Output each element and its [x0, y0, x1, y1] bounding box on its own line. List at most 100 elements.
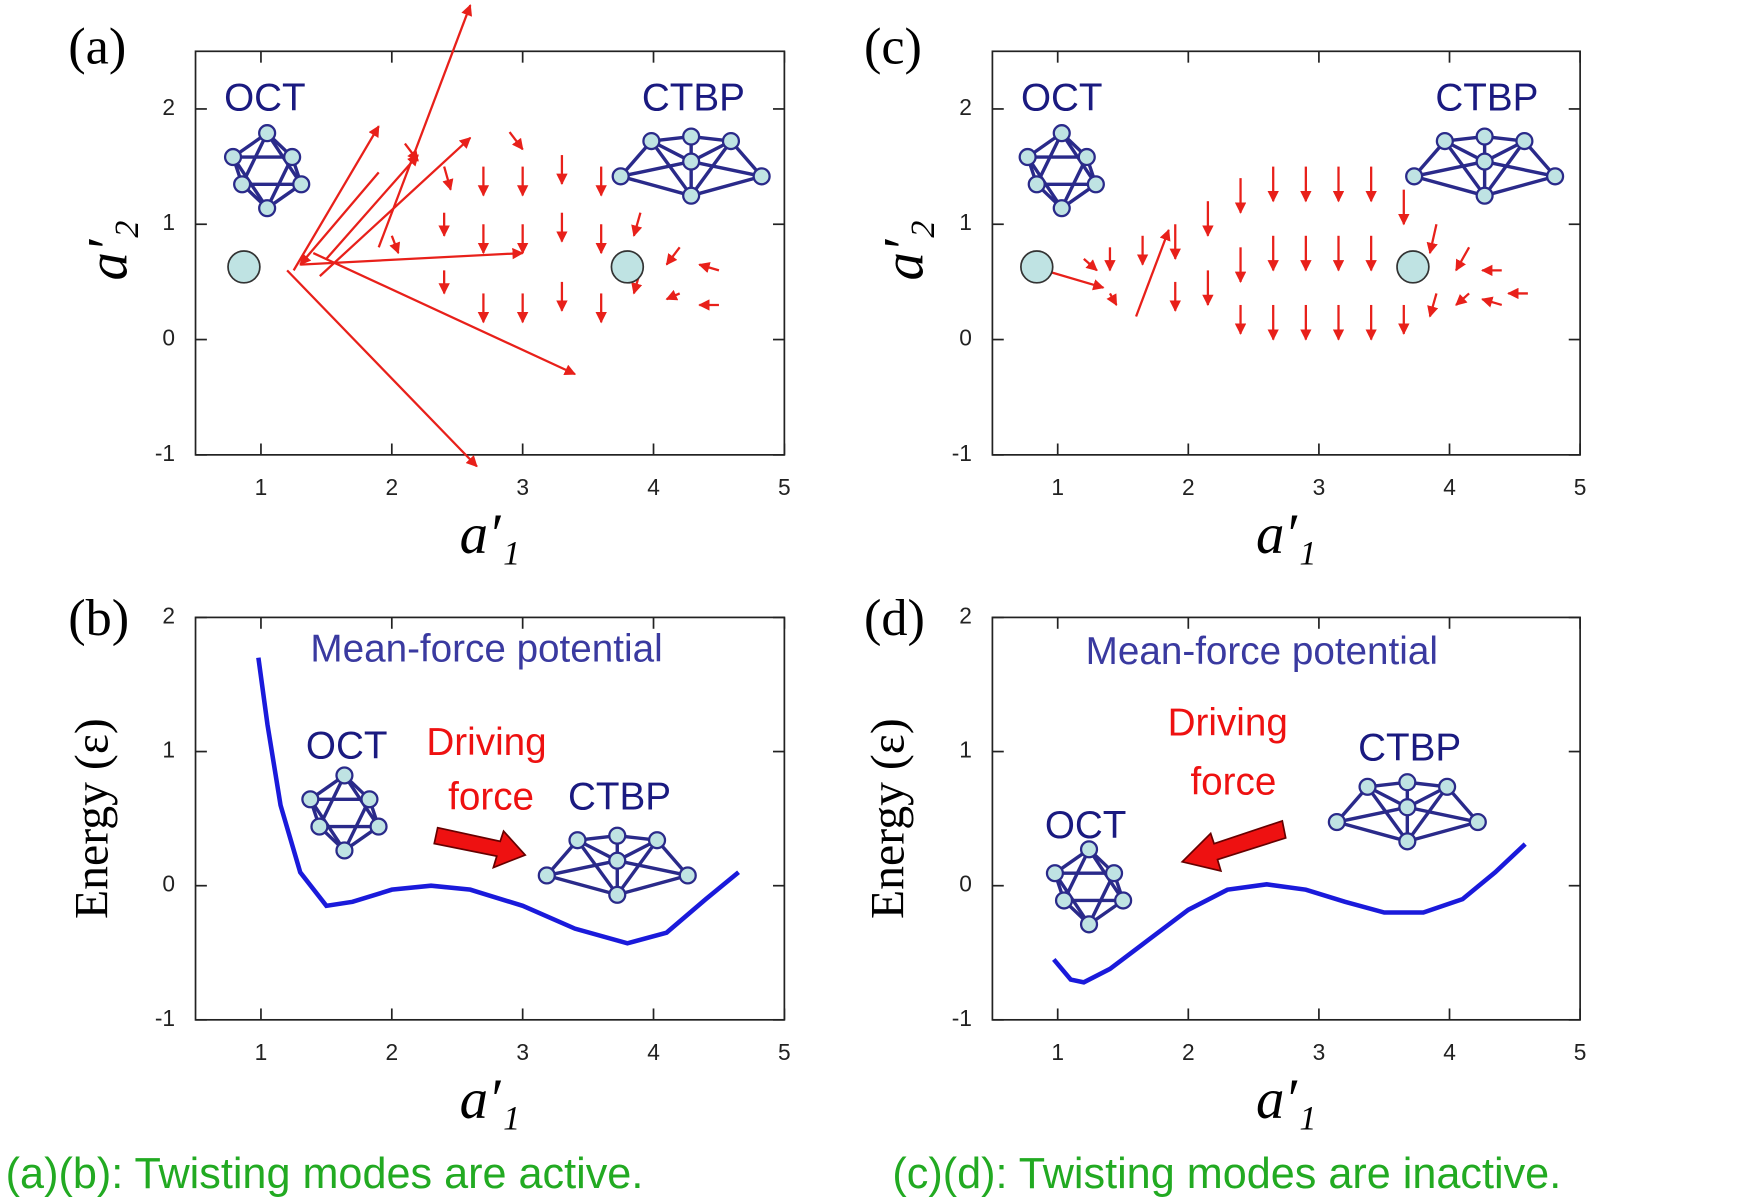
- bond: [1484, 174, 1556, 198]
- bond: [616, 859, 689, 878]
- y-tick-label: -1: [952, 1005, 972, 1031]
- atom: [642, 132, 661, 151]
- vector-arrow: [665, 289, 681, 301]
- atom: [608, 885, 627, 904]
- panel-label: (c): [864, 17, 922, 75]
- y-tick-label: 0: [162, 325, 175, 351]
- atom: [608, 851, 627, 870]
- y-axis-label: Energy (ε): [66, 718, 119, 919]
- y-tick-label: 1: [162, 209, 175, 235]
- annotation: OCT: [224, 76, 306, 119]
- panel-label: (d): [864, 589, 925, 647]
- vector-arrow: [312, 252, 577, 376]
- structure-icon: [1045, 840, 1133, 934]
- annotation: CTBP: [1358, 727, 1461, 770]
- atom: [292, 175, 311, 194]
- atom: [301, 790, 320, 809]
- x-tick-label: 2: [385, 1039, 398, 1065]
- atom: [335, 766, 354, 785]
- x-tick-label: 1: [1051, 474, 1064, 500]
- structure-icon: [1405, 127, 1565, 205]
- bond: [1406, 820, 1479, 844]
- x-tick-label: 5: [1574, 474, 1587, 500]
- vector-arrow: [1135, 228, 1171, 317]
- atom: [1358, 777, 1377, 796]
- bond: [1366, 785, 1409, 843]
- vector-arrow: [1481, 296, 1503, 308]
- structure-icon: [223, 124, 311, 218]
- structure-icon: [301, 766, 388, 860]
- vector-arrow: [665, 246, 681, 266]
- atom: [1398, 798, 1417, 817]
- x-tick-label: 5: [778, 474, 791, 500]
- vector-arrow: [698, 262, 720, 273]
- y-tick-label: 0: [162, 871, 175, 897]
- y-axis-label: a′₂: [872, 220, 935, 281]
- atom: [1045, 864, 1065, 883]
- atom: [568, 831, 587, 850]
- atom: [1079, 840, 1099, 859]
- structure-icon: [537, 826, 697, 904]
- y-tick-label: 2: [162, 94, 175, 120]
- atom: [1398, 832, 1417, 851]
- y-tick-label: 2: [959, 94, 972, 120]
- atom: [223, 147, 243, 167]
- atom: [369, 817, 388, 836]
- atom: [283, 147, 302, 167]
- y-tick-label: -1: [155, 1005, 175, 1031]
- vector-arrow: [1455, 246, 1471, 272]
- x-tick-label: 5: [1574, 1039, 1587, 1065]
- state-marker: [610, 250, 645, 284]
- x-tick-label: 1: [255, 474, 268, 500]
- annotation: Driving: [426, 721, 546, 764]
- x-tick-label: 3: [1313, 474, 1326, 500]
- bond: [690, 159, 762, 179]
- bond: [576, 839, 619, 896]
- vector-arrow: [1044, 269, 1105, 291]
- y-tick-label: 2: [162, 602, 175, 628]
- panel-label: (b): [68, 589, 129, 647]
- bond: [1336, 820, 1408, 844]
- vector-arrow: [631, 212, 643, 237]
- bond: [546, 873, 618, 897]
- vector-arrow: [286, 269, 478, 468]
- vector-arrow: [300, 247, 524, 266]
- bond: [1413, 159, 1485, 179]
- x-tick-label: 2: [385, 474, 398, 500]
- atom: [678, 866, 697, 885]
- plot-frame: [194, 50, 786, 456]
- annotation: CTBP: [568, 776, 671, 819]
- bond: [620, 174, 692, 198]
- bond: [616, 873, 689, 897]
- vector-arrow: [1455, 292, 1470, 306]
- driving-arrow: [433, 826, 527, 869]
- atom: [335, 841, 354, 860]
- energy-curve: [256, 657, 741, 946]
- atom: [1027, 175, 1046, 194]
- vector-arrow: [377, 4, 473, 248]
- x-tick-label: 2: [1182, 1039, 1195, 1065]
- y-tick-label: 0: [959, 871, 972, 897]
- bond: [1413, 174, 1486, 198]
- panel-label: (a): [68, 17, 126, 75]
- atom: [752, 167, 771, 186]
- atom: [1077, 147, 1096, 167]
- atom: [1018, 147, 1037, 167]
- y-tick-label: 1: [959, 737, 972, 763]
- bond: [689, 140, 733, 197]
- atom: [647, 831, 667, 850]
- atom: [682, 127, 701, 146]
- vector-arrow: [389, 235, 401, 255]
- vector-arrow: [1427, 293, 1439, 318]
- structure-icon: [1018, 124, 1105, 218]
- bond: [649, 140, 693, 197]
- bond: [1062, 848, 1091, 902]
- atom: [1052, 124, 1071, 143]
- x-tick-label: 5: [778, 1039, 791, 1065]
- vector-arrow: [442, 166, 454, 191]
- plot-frame: [991, 50, 1581, 456]
- bond: [240, 132, 269, 186]
- atom: [1515, 132, 1534, 151]
- bond: [1406, 805, 1479, 824]
